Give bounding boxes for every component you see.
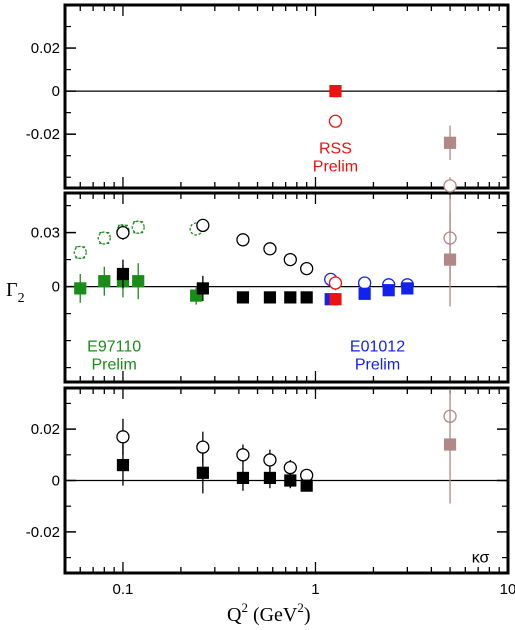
- x-tick-label: 0.1: [113, 581, 134, 598]
- annotation-text: Prelim: [91, 356, 136, 373]
- data-point-circle: [236, 233, 250, 247]
- data-point-circle: [131, 220, 145, 234]
- data-point-square: [300, 479, 313, 492]
- data-point-square: [116, 267, 130, 281]
- data-point-square: [401, 282, 414, 295]
- data-point-circle: [196, 218, 210, 233]
- annotation-text: E01012: [350, 338, 405, 355]
- data-point-circle: [443, 179, 457, 193]
- data-point-square: [382, 284, 395, 297]
- data-point-square: [443, 438, 457, 451]
- panel-3: -0.02 0 0.02 κσ 0.1 1 10: [26, 386, 515, 598]
- y-tick-label: -0.02: [26, 126, 60, 143]
- annotation-text: RSS: [319, 141, 352, 158]
- data-point-circle: [116, 430, 130, 444]
- data-point-circle: [357, 276, 372, 290]
- data-point-circle: [196, 440, 210, 454]
- data-point-square: [263, 471, 277, 485]
- annotation-text: E97110: [87, 338, 141, 355]
- data-point-square: [300, 291, 313, 304]
- data-point-square: [443, 253, 457, 266]
- data-point-square: [132, 275, 145, 288]
- data-point-square: [284, 474, 297, 487]
- data-point-square: [98, 275, 111, 288]
- y-tick-label: 0: [52, 473, 60, 490]
- data-point-square: [358, 287, 371, 300]
- data-point-circle: [116, 225, 130, 240]
- data-point-circle: [328, 114, 343, 128]
- annotation-text: Prelim: [355, 356, 400, 373]
- panel-frame: [63, 191, 510, 384]
- y-tick-label: 0.02: [31, 421, 60, 438]
- annotation-text: κσ: [472, 550, 490, 567]
- y-tick-label: 0: [52, 83, 60, 100]
- data-point-square: [116, 458, 130, 472]
- data-point-circle: [73, 245, 87, 260]
- data-point-circle: [283, 252, 297, 267]
- annotation-text: Prelim: [313, 159, 358, 176]
- panels-layer: -0.0200.02RSSPrelim00.03E97110PrelimE010…: [26, 3, 515, 598]
- data-point-square: [196, 466, 209, 479]
- data-point-square: [196, 282, 209, 295]
- data-point-square: [443, 136, 457, 149]
- y-tick-label: 0: [52, 279, 60, 296]
- data-point-square: [190, 289, 203, 302]
- data-point-square: [263, 291, 277, 304]
- data-point-circle: [283, 461, 297, 475]
- y-tick-label: 0.03: [31, 225, 60, 242]
- data-point-circle: [263, 453, 277, 467]
- data-point-square: [329, 85, 342, 98]
- x-tick-label: 1: [311, 581, 319, 598]
- data-point-circle: [236, 448, 250, 462]
- data-point-square: [74, 282, 87, 295]
- marks-layer: [73, 85, 457, 504]
- panel-frame: [63, 3, 510, 190]
- data-point-circle: [263, 242, 277, 256]
- x-axis-title: Q2 (GeV2): [227, 600, 311, 626]
- y-axis-title: Γ2: [6, 279, 25, 306]
- data-point-circle: [328, 276, 343, 290]
- y-tick-label: -0.02: [26, 524, 60, 541]
- data-point-square: [284, 291, 297, 304]
- data-point-square: [236, 471, 250, 485]
- y-tick-label: 0.02: [31, 40, 60, 57]
- data-point-square: [236, 291, 250, 304]
- x-tick-label: 10: [500, 581, 515, 598]
- data-point-circle: [97, 231, 111, 245]
- data-point-circle: [300, 261, 314, 276]
- data-point-square: [329, 293, 342, 306]
